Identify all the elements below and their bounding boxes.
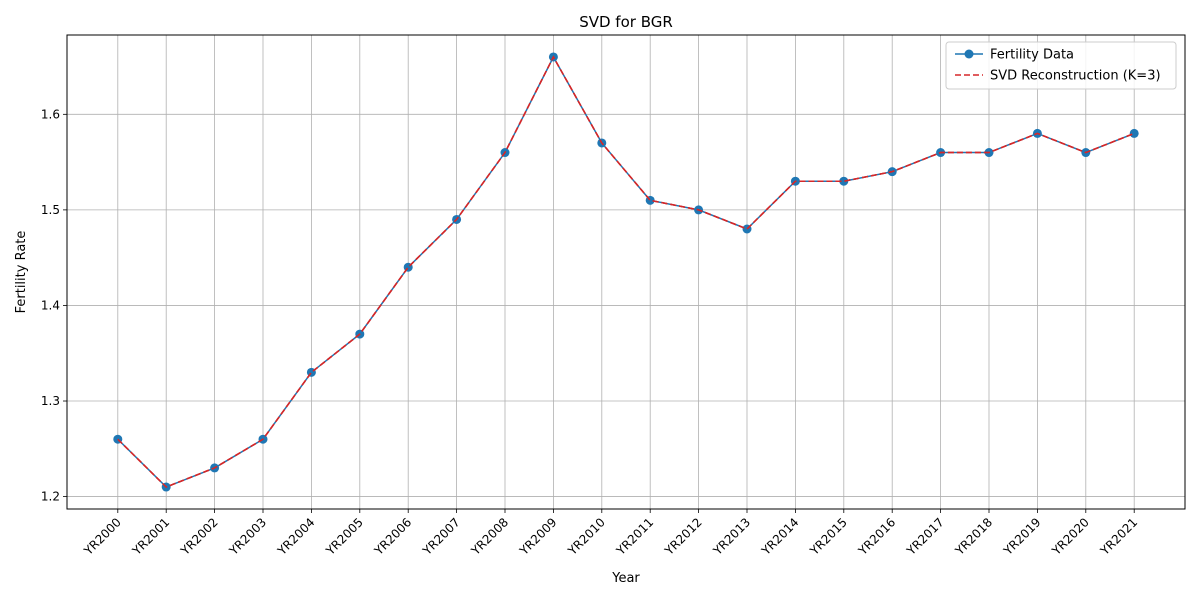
chart-title: SVD for BGR	[579, 13, 673, 31]
legend-box	[945, 41, 1177, 90]
legend-marker	[964, 49, 974, 59]
y-tick-label: 1.5	[41, 203, 60, 217]
series-line-overlay-2	[117, 55, 1135, 488]
plot-frame	[66, 34, 1186, 510]
y-axis-label: Fertility Rate	[14, 231, 29, 314]
y-tick-label: 1.6	[41, 107, 60, 121]
x-axis-label: Year	[611, 571, 640, 586]
y-tick-label: 1.2	[41, 490, 60, 504]
legend-entry-1: Fertility Data	[990, 48, 1074, 63]
data-point	[1129, 128, 1139, 138]
data-point	[839, 176, 849, 186]
legend: Fertility Data SVD Reconstruction (K=3)	[945, 41, 1177, 90]
y-tick-label: 1.4	[41, 298, 60, 312]
y-tick-label: 1.3	[41, 394, 60, 408]
series-layer	[113, 52, 1139, 492]
legend-entry-2: SVD Reconstruction (K=3)	[990, 69, 1161, 84]
grid-lines	[67, 35, 1185, 509]
